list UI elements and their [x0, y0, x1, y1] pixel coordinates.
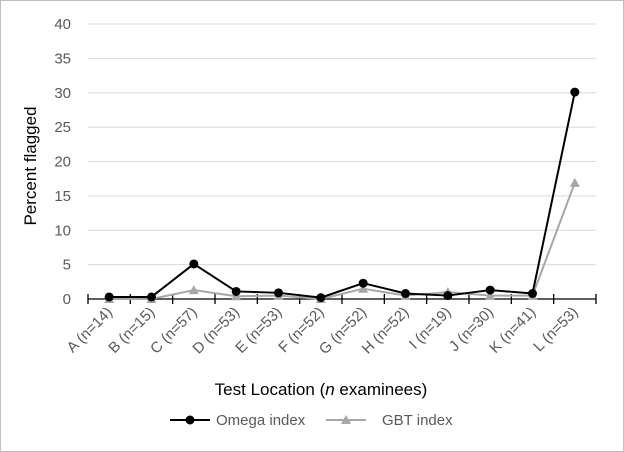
data-point [316, 293, 326, 303]
legend-omega-marker [185, 415, 195, 425]
x-tick-label: E (n=53) [232, 304, 285, 357]
legend-omega-label: Omega index [216, 412, 306, 429]
data-point [147, 292, 156, 302]
y-tick-label: 0 [63, 291, 71, 308]
y-tick-label: 30 [54, 85, 71, 102]
y-tick-label: 20 [54, 154, 71, 171]
y-axis-title: Percent flagged [21, 106, 40, 225]
data-point [485, 290, 496, 300]
data-point [358, 278, 368, 288]
data-point [189, 259, 199, 269]
data-point [528, 289, 537, 298]
data-point [569, 177, 580, 187]
data-point [104, 292, 114, 302]
series-omega-index [104, 87, 580, 303]
x-axis-title: Test Location (n examinees) [215, 380, 428, 399]
data-point [231, 286, 241, 296]
legend-gbt-label: GBT index [382, 412, 453, 429]
data-point [274, 288, 283, 298]
series-layer [104, 87, 580, 303]
y-axis-ticks: 0 5 10 15 20 25 30 35 40 [54, 16, 71, 308]
data-point [570, 87, 580, 97]
x-tick-label: K (n=41) [486, 304, 539, 357]
series-line [109, 182, 576, 300]
series-line [109, 91, 576, 299]
data-point [485, 285, 495, 295]
data-point [188, 285, 199, 295]
y-tick-label: 5 [63, 257, 71, 274]
y-tick-label: 35 [54, 50, 71, 67]
data-point [443, 291, 453, 301]
series-gbt-index [104, 177, 580, 303]
legend-item-omega: Omega index [170, 412, 306, 429]
y-tick-label: 15 [54, 188, 71, 205]
x-tick-label: H (n=52) [359, 304, 413, 358]
legend: Omega index GBT index [170, 412, 453, 429]
legend-gbt-marker [341, 415, 351, 424]
x-tick-label: D (n=53) [189, 304, 243, 358]
x-axis-ticks: A (n=14)B (n=15)C (n=57)D (n=53)E (n=53)… [64, 304, 582, 358]
y-tick-label: 40 [54, 16, 71, 33]
data-point [358, 283, 369, 293]
y-tick-label: 25 [54, 119, 71, 136]
x-tick-label: L (n=53) [530, 304, 581, 355]
y-tick-label: 10 [54, 222, 71, 239]
legend-item-gbt: GBT index [326, 412, 453, 429]
gridlines [88, 23, 596, 266]
data-point [401, 289, 410, 298]
